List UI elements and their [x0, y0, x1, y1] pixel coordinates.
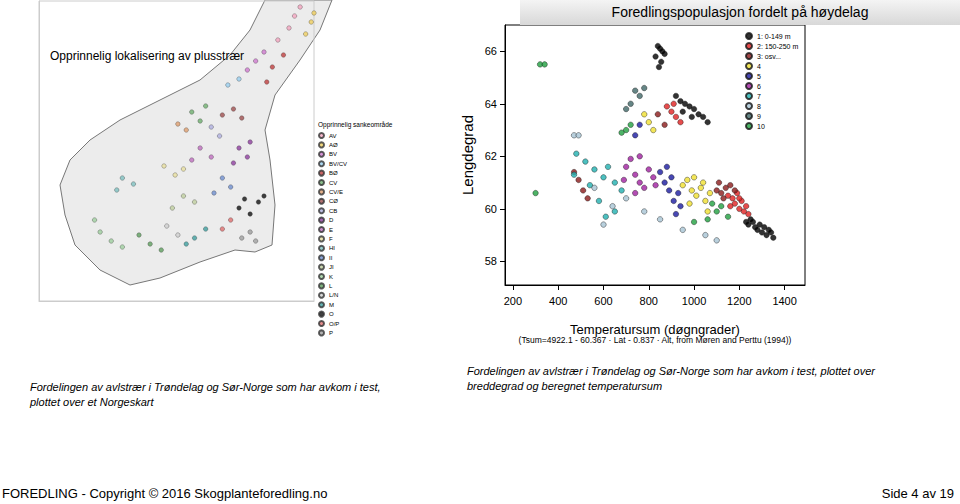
svg-text:Opprinnelig sankeområde: Opprinnelig sankeområde: [318, 121, 393, 129]
svg-text:AØ: AØ: [329, 142, 338, 148]
html-text:Fordelingen av avlstrær i Trøn: Fordelingen av avlstrær i Trøndelag og S…: [30, 381, 381, 408]
svg-text:M: M: [329, 302, 334, 308]
svg-text:60: 60: [485, 203, 497, 215]
svg-text:7: 7: [757, 93, 761, 100]
html-text:(Tsum=4922.1 - 60.367 · Lat -: (Tsum=4922.1 - 60.367 · Lat - 0.837 · Al…: [518, 335, 792, 345]
svg-text:K: K: [329, 274, 333, 280]
html-text:Fordelingen av avlstrær i Trøn: Fordelingen av avlstrær i Trøndelag og S…: [467, 365, 875, 392]
svg-text:Temperatursum (døgngrader): Temperatursum (døgngrader): [570, 322, 740, 337]
svg-text:800: 800: [640, 295, 658, 307]
svg-text:CØ: CØ: [329, 198, 338, 204]
svg-text:6: 6: [757, 83, 761, 90]
svg-text:600: 600: [594, 295, 612, 307]
html-text:Side 4 av 19: Side 4 av 19: [881, 486, 954, 501]
svg-text:1200: 1200: [727, 295, 751, 307]
svg-text:AV: AV: [329, 133, 337, 139]
svg-text:D: D: [329, 217, 334, 223]
svg-text:1000: 1000: [682, 295, 706, 307]
svg-text:CV: CV: [329, 180, 337, 186]
svg-text:BV: BV: [329, 151, 337, 157]
svg-text:3: osv...: 3: osv...: [757, 53, 781, 60]
svg-text:BV/CV: BV/CV: [329, 161, 347, 167]
svg-text:BØ: BØ: [329, 170, 338, 176]
svg-text:64: 64: [485, 98, 497, 110]
svg-text:F: F: [329, 236, 333, 242]
svg-text:2: 150-250 m: 2: 150-250 m: [757, 43, 798, 50]
svg-text:200: 200: [504, 295, 522, 307]
svg-text:1: 0-149 m: 1: 0-149 m: [757, 33, 791, 40]
svg-text:5: 5: [757, 73, 761, 80]
svg-text:8: 8: [757, 103, 761, 110]
html-text:FOREDLING - Copyright © 2016 S: FOREDLING - Copyright © 2016 Skogplantef…: [2, 486, 328, 501]
svg-text:1400: 1400: [772, 295, 796, 307]
svg-text:JI: JI: [329, 264, 334, 270]
svg-text:Opprinnelig lokalisering av pl: Opprinnelig lokalisering av plusstrær: [50, 49, 244, 63]
svg-text:58: 58: [485, 255, 497, 267]
svg-text:66: 66: [485, 45, 497, 57]
svg-text:HI: HI: [329, 245, 335, 251]
svg-text:II: II: [329, 255, 333, 261]
svg-text:62: 62: [485, 150, 497, 162]
svg-text:Lengdegrad: Lengdegrad: [459, 115, 476, 195]
svg-text:L/N: L/N: [329, 292, 338, 298]
html-text:Foredlingspopulasjon fordelt p: Foredlingspopulasjon fordelt på høydelag: [611, 4, 869, 20]
svg-text:4: 4: [757, 63, 761, 70]
svg-text:10: 10: [757, 123, 765, 130]
svg-text:O: O: [329, 311, 334, 317]
svg-text:9: 9: [757, 113, 761, 120]
svg-text:P: P: [329, 330, 333, 336]
svg-text:E: E: [329, 227, 333, 233]
svg-text:CB: CB: [329, 208, 337, 214]
svg-text:L: L: [329, 283, 333, 289]
svg-text:O/P: O/P: [329, 321, 339, 327]
svg-text:400: 400: [549, 295, 567, 307]
svg-text:CV/E: CV/E: [329, 189, 343, 195]
